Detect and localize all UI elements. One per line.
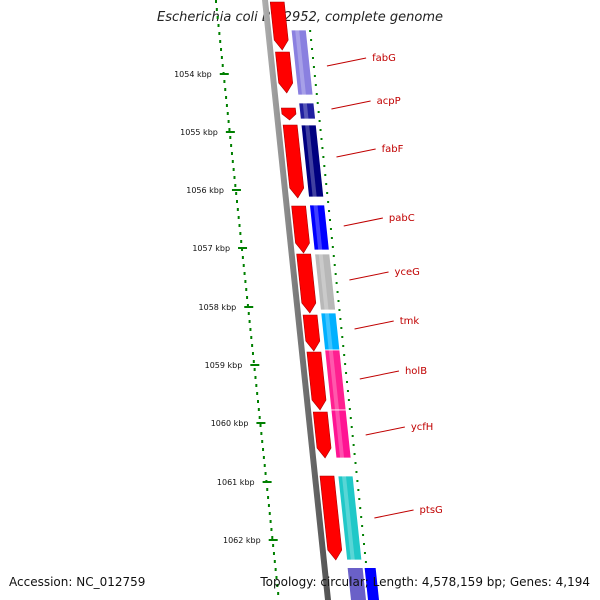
gene-labels[interactable]: fabG acpP fabF pabC yceG tmk holB ycfH ptsG xyxy=(326,53,443,519)
kbp-tick-label: 1056 kbp xyxy=(186,186,224,195)
kbp-tick-label: 1061 kbp xyxy=(217,478,255,487)
kbp-tick-label: 1059 kbp xyxy=(205,361,243,370)
gene-leader-line xyxy=(349,271,389,281)
cds-arrow xyxy=(312,411,332,459)
kbp-tick-label: 1057 kbp xyxy=(192,244,230,253)
cds-arrow xyxy=(275,51,294,94)
gene-leader-line xyxy=(374,509,414,519)
cds-arrow xyxy=(291,205,310,254)
gene-leader-line xyxy=(354,320,394,330)
gene-block-partial xyxy=(364,568,379,600)
gene-leader-line xyxy=(365,426,405,436)
cds-arrow xyxy=(282,124,305,199)
gene-label-tmk[interactable]: tmk xyxy=(400,316,420,327)
gene-label-fabG[interactable]: fabG xyxy=(372,53,396,64)
gene-label-pabC[interactable]: pabC xyxy=(389,213,415,224)
cds-arrow xyxy=(296,253,317,314)
cds-arrow xyxy=(302,314,321,352)
gene-leader-line xyxy=(326,57,367,67)
gene-label-holB[interactable]: holB xyxy=(405,366,427,377)
kbp-tick-label: 1058 kbp xyxy=(199,303,237,312)
genome-backbone xyxy=(262,0,331,600)
gene-label-ptsG[interactable]: ptsG xyxy=(420,505,443,516)
gene-label-yceG[interactable]: yceG xyxy=(395,267,420,278)
gene-block-fabF[interactable] xyxy=(300,124,325,198)
kbp-tick-label: 1055 kbp xyxy=(180,128,218,137)
gene-block-ycfH[interactable] xyxy=(330,409,352,459)
kbp-tick-label: 1062 kbp xyxy=(223,536,261,545)
gene-block-fabG[interactable] xyxy=(290,29,314,96)
kbp-scale: 1054 kbp 1055 kbp 1056 kbp 1057 kbp 1058 kbp… xyxy=(174,0,371,599)
gene-block-acpP[interactable] xyxy=(298,102,316,120)
gene-label-ycfH[interactable]: ycfH xyxy=(411,422,433,433)
kbp-tick-label: 1060 kbp xyxy=(211,419,249,428)
gene-track xyxy=(290,29,379,600)
kbp-tick-label: 1054 kbp xyxy=(174,70,212,79)
cds-track xyxy=(269,1,343,561)
gene-leader-line xyxy=(359,370,400,380)
gene-block-yceG[interactable] xyxy=(314,253,336,311)
cds-arrow xyxy=(319,475,343,561)
map-title: Escherichia coli BW2952, complete genome xyxy=(157,10,443,25)
accession-label: Accession: NC_012759 xyxy=(9,575,146,589)
gene-leader-line xyxy=(336,148,376,158)
gene-label-acpP[interactable]: acpP xyxy=(377,96,401,107)
cds-arrow xyxy=(306,351,327,411)
gene-leader-line xyxy=(331,100,371,110)
gene-leader-line xyxy=(343,217,383,227)
gene-block-partial xyxy=(347,568,366,600)
genome-summary: Topology: circular; Length: 4,578,159 bp… xyxy=(260,575,590,589)
gene-label-fabF[interactable]: fabF xyxy=(382,144,404,155)
cds-arrow xyxy=(281,107,297,121)
cds-arrow xyxy=(269,1,289,51)
gene-block-ptsG[interactable] xyxy=(337,475,363,561)
gene-block-pabC[interactable] xyxy=(309,204,330,251)
